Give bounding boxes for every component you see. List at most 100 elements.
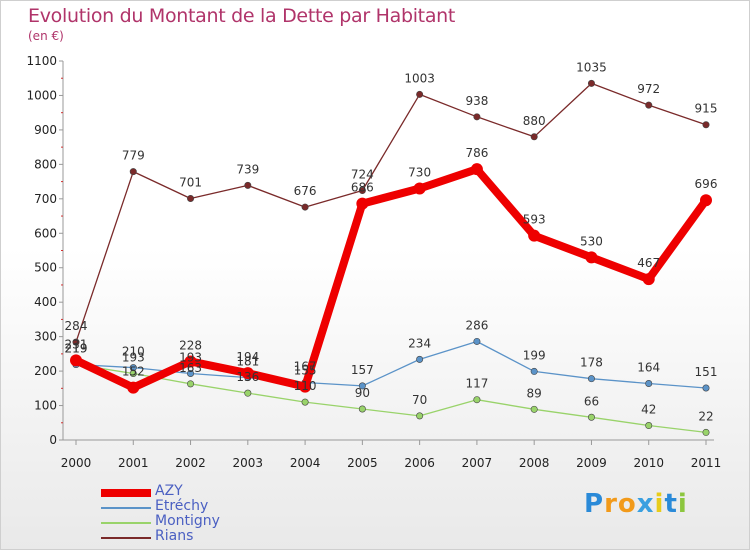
data-label-montigny: 117 xyxy=(465,377,488,391)
data-point-rians xyxy=(244,181,252,189)
series-line-montigny xyxy=(75,363,707,434)
data-label-rians: 779 xyxy=(122,149,145,163)
y-tick-label: 100 xyxy=(34,399,57,413)
data-point-azy xyxy=(241,367,254,380)
y-tick-label: 400 xyxy=(34,295,57,309)
data-point-azy xyxy=(700,194,712,207)
data-label-rians: 972 xyxy=(637,82,660,96)
x-tick-label: 2005 xyxy=(347,456,378,470)
x-tick-label: 2002 xyxy=(175,456,206,470)
y-tick-label: 800 xyxy=(34,157,57,171)
data-point-montigny xyxy=(187,380,195,388)
data-point-azy xyxy=(70,354,82,367)
legend-swatch xyxy=(101,537,151,539)
data-point-azy xyxy=(642,273,655,286)
data-label-rians: 915 xyxy=(695,102,718,116)
chart-title: Evolution du Montant de la Dette par Hab… xyxy=(28,5,456,27)
data-point-azy xyxy=(356,197,369,210)
series-line-rians xyxy=(75,82,707,343)
data-label-etrchy: 234 xyxy=(408,336,431,350)
data-label-azy: 530 xyxy=(580,234,603,248)
data-label-azy: 152 xyxy=(122,365,145,379)
data-label-montigny: 89 xyxy=(527,386,542,400)
data-point-montigny xyxy=(358,405,366,413)
x-tick-label: 2000 xyxy=(61,456,92,470)
data-point-rians xyxy=(645,101,653,109)
data-point-azy xyxy=(413,182,426,195)
data-label-montigny: 136 xyxy=(236,370,259,384)
data-label-azy: 696 xyxy=(695,177,718,191)
data-label-azy: 155 xyxy=(294,364,317,378)
data-point-etrchy xyxy=(702,384,710,392)
logo-letter: r xyxy=(604,489,618,519)
x-tick-label: 2006 xyxy=(404,456,435,470)
axes: 0 100 200 300 400 500 600 700 800 900 1000 1100 2000… xyxy=(26,54,721,470)
data-label-etrchy: 286 xyxy=(465,318,488,332)
data-point-azy xyxy=(127,381,140,394)
data-point-montigny xyxy=(587,413,595,421)
data-point-etrchy xyxy=(530,367,538,375)
data-point-montigny xyxy=(702,428,710,436)
data-label-montigny: 110 xyxy=(294,379,317,393)
y-tick-label: 300 xyxy=(34,330,57,344)
series-lines xyxy=(70,79,712,436)
x-tick-label: 2010 xyxy=(633,456,664,470)
data-label-etrchy: 167 xyxy=(294,359,317,373)
data-label-montigny: 219 xyxy=(65,342,88,356)
data-point-etrchy xyxy=(645,379,653,387)
series-line-etrchy xyxy=(75,340,707,389)
y-tick-label: 1100 xyxy=(26,54,57,68)
x-tick-label: 2003 xyxy=(233,456,264,470)
series-line-azy xyxy=(72,165,710,392)
y-tick-label: 600 xyxy=(34,226,57,240)
data-point-azy xyxy=(528,229,541,242)
data-label-etrchy: 219 xyxy=(65,342,88,356)
data-label-etrchy: 157 xyxy=(351,363,374,377)
data-label-etrchy: 178 xyxy=(580,356,603,370)
data-label-montigny: 163 xyxy=(179,361,202,375)
data-point-rians xyxy=(416,90,424,98)
data-labels: 284 779 701 739 676 724 1003 938 880 1035 972 915 21… xyxy=(65,60,718,423)
data-label-azy: 228 xyxy=(179,338,202,352)
data-point-rians xyxy=(187,194,195,202)
data-label-rians: 724 xyxy=(351,168,374,182)
data-label-etrchy: 193 xyxy=(179,351,202,365)
data-point-montigny xyxy=(645,422,653,430)
data-label-etrchy: 151 xyxy=(695,365,718,379)
x-tick-label: 2011 xyxy=(691,456,722,470)
data-label-montigny: 22 xyxy=(698,409,713,423)
data-point-etrchy xyxy=(129,364,137,372)
data-point-rians xyxy=(72,338,80,346)
data-label-rians: 739 xyxy=(236,162,259,176)
logo-letter: o xyxy=(617,489,637,519)
data-point-montigny xyxy=(244,389,252,397)
y-tick-label: 200 xyxy=(34,364,57,378)
logo-letter: x xyxy=(636,489,655,519)
data-label-montigny: 90 xyxy=(355,386,370,400)
chart-subtitle: (en €) xyxy=(28,29,64,43)
data-label-montigny: 70 xyxy=(412,393,427,407)
data-point-etrchy xyxy=(358,382,366,390)
data-point-rians xyxy=(473,113,481,121)
data-point-azy xyxy=(299,380,312,393)
y-tick-label: 700 xyxy=(34,192,57,206)
data-point-azy xyxy=(585,251,598,264)
x-tick-label: 2004 xyxy=(290,456,321,470)
logo-letter: t xyxy=(664,489,678,519)
data-point-etrchy xyxy=(187,370,195,378)
data-label-azy: 730 xyxy=(408,165,431,179)
logo-letter: i xyxy=(654,489,665,519)
legend-label: Montigny xyxy=(155,513,220,529)
x-tick-label: 2007 xyxy=(462,456,493,470)
data-label-azy: 686 xyxy=(351,181,374,195)
data-label-rians: 1003 xyxy=(404,71,435,85)
data-label-azy: 231 xyxy=(65,337,88,351)
y-tick-label: 500 xyxy=(34,261,57,275)
data-point-montigny xyxy=(416,412,424,420)
legend-label: Etréchy xyxy=(155,498,209,514)
data-point-rians xyxy=(587,79,595,87)
legend-swatch xyxy=(101,507,151,509)
data-label-rians: 284 xyxy=(65,319,88,333)
